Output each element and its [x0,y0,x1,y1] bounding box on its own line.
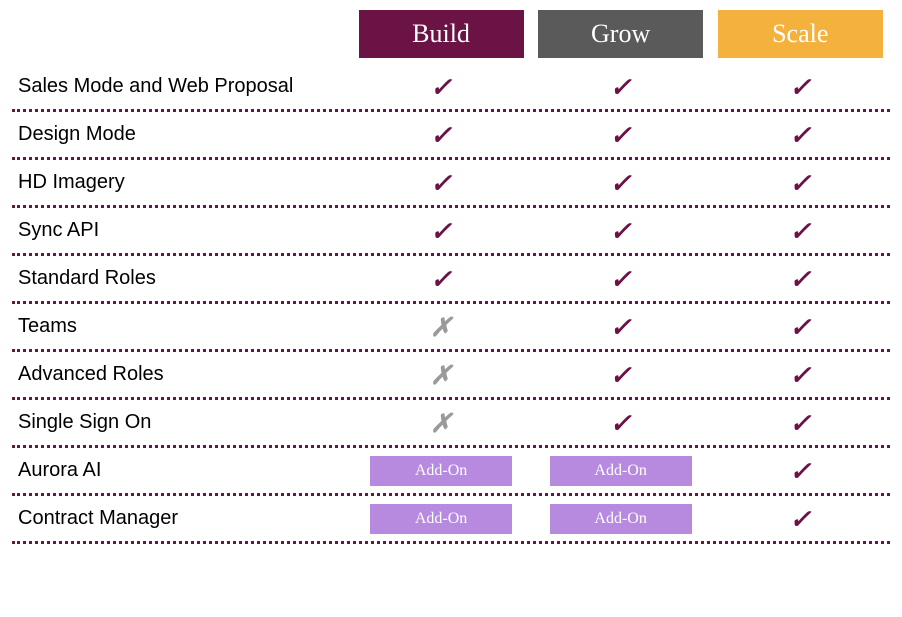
plan-cell: ✗ [351,410,531,436]
plan-cell: Add-On [531,504,711,534]
check-icon: ✓ [789,506,811,532]
plan-cell: ✓ [531,218,711,244]
check-icon: ✓ [789,170,811,196]
check-icon: ✓ [789,362,811,388]
check-icon: ✓ [430,218,452,244]
check-icon: ✓ [789,218,811,244]
plan-cell: ✓ [710,170,890,196]
plan-header-grow: Grow [538,10,703,58]
plan-header-cell: Scale [710,10,890,58]
plan-header-label: Scale [772,19,828,49]
plan-cell: ✓ [351,122,531,148]
check-icon: ✓ [430,266,452,292]
plan-cell: ✓ [710,122,890,148]
plan-cell: Add-On [351,504,531,534]
feature-label: HD Imagery [12,171,351,194]
feature-row: Aurora AI Add-On Add-On ✓ [12,448,890,496]
plan-cell: ✓ [531,410,711,436]
plan-cell: ✓ [351,218,531,244]
check-icon: ✓ [610,314,632,340]
plan-cell: ✓ [531,266,711,292]
comparison-table: Build Grow Scale Sales Mode and Web Prop… [12,10,890,544]
check-icon: ✓ [789,458,811,484]
feature-label: Teams [12,315,351,338]
plan-cell: Add-On [351,456,531,486]
cross-icon: ✗ [430,314,452,340]
plan-cell: ✓ [531,122,711,148]
header-row: Build Grow Scale [12,10,890,58]
plan-cell: ✓ [710,458,890,484]
check-icon: ✓ [610,266,632,292]
plan-header-label: Grow [591,19,650,49]
feature-label: Design Mode [12,123,351,146]
feature-label: Aurora AI [12,459,351,482]
plan-header-label: Build [412,19,470,49]
feature-label: Standard Roles [12,267,351,290]
plan-cell: ✗ [351,362,531,388]
feature-row: Contract Manager Add-On Add-On ✓ [12,496,890,544]
feature-label: Sync API [12,219,351,242]
plan-cell: ✓ [710,218,890,244]
cross-icon: ✗ [430,362,452,388]
plan-cell: ✓ [531,314,711,340]
feature-label: Single Sign On [12,411,351,434]
check-icon: ✓ [610,218,632,244]
plan-header-scale: Scale [718,10,883,58]
plan-cell: ✓ [531,362,711,388]
feature-row: Advanced Roles ✗ ✓ ✓ [12,352,890,400]
feature-label: Contract Manager [12,507,351,530]
plan-cell: ✓ [710,314,890,340]
check-icon: ✓ [610,410,632,436]
addon-badge: Add-On [550,504,692,534]
plan-cell: ✓ [531,74,711,100]
check-icon: ✓ [789,122,811,148]
check-icon: ✓ [789,410,811,436]
addon-badge: Add-On [370,456,512,486]
check-icon: ✓ [789,74,811,100]
addon-badge: Add-On [550,456,692,486]
plan-header-cell: Grow [531,10,711,58]
plan-cell: ✓ [710,266,890,292]
feature-row: Single Sign On ✗ ✓ ✓ [12,400,890,448]
plan-cell: ✓ [710,74,890,100]
feature-row: Standard Roles ✓ ✓ ✓ [12,256,890,304]
feature-row: Sync API ✓ ✓ ✓ [12,208,890,256]
plan-cell: ✓ [531,170,711,196]
plan-header-build: Build [359,10,524,58]
check-icon: ✓ [789,266,811,292]
plan-cell: ✓ [710,362,890,388]
plan-cell: ✓ [351,266,531,292]
check-icon: ✓ [610,74,632,100]
plan-cell: ✗ [351,314,531,340]
addon-badge: Add-On [370,504,512,534]
feature-row: Design Mode ✓ ✓ ✓ [12,112,890,160]
plan-header-cell: Build [351,10,531,58]
check-icon: ✓ [610,362,632,388]
check-icon: ✓ [430,122,452,148]
rows-container: Sales Mode and Web Proposal✓✓✓Design Mod… [12,64,890,544]
check-icon: ✓ [789,314,811,340]
plan-cell: ✓ [351,170,531,196]
check-icon: ✓ [610,170,632,196]
feature-label: Advanced Roles [12,363,351,386]
cross-icon: ✗ [430,410,452,436]
feature-row: HD Imagery ✓ ✓ ✓ [12,160,890,208]
feature-row: Teams ✗ ✓ ✓ [12,304,890,352]
check-icon: ✓ [430,74,452,100]
feature-row: Sales Mode and Web Proposal ✓ ✓ ✓ [12,64,890,112]
plan-cell: ✓ [351,74,531,100]
plan-cell: ✓ [710,506,890,532]
feature-label: Sales Mode and Web Proposal [12,75,351,98]
check-icon: ✓ [610,122,632,148]
check-icon: ✓ [430,170,452,196]
plan-cell: ✓ [710,410,890,436]
plan-cell: Add-On [531,456,711,486]
